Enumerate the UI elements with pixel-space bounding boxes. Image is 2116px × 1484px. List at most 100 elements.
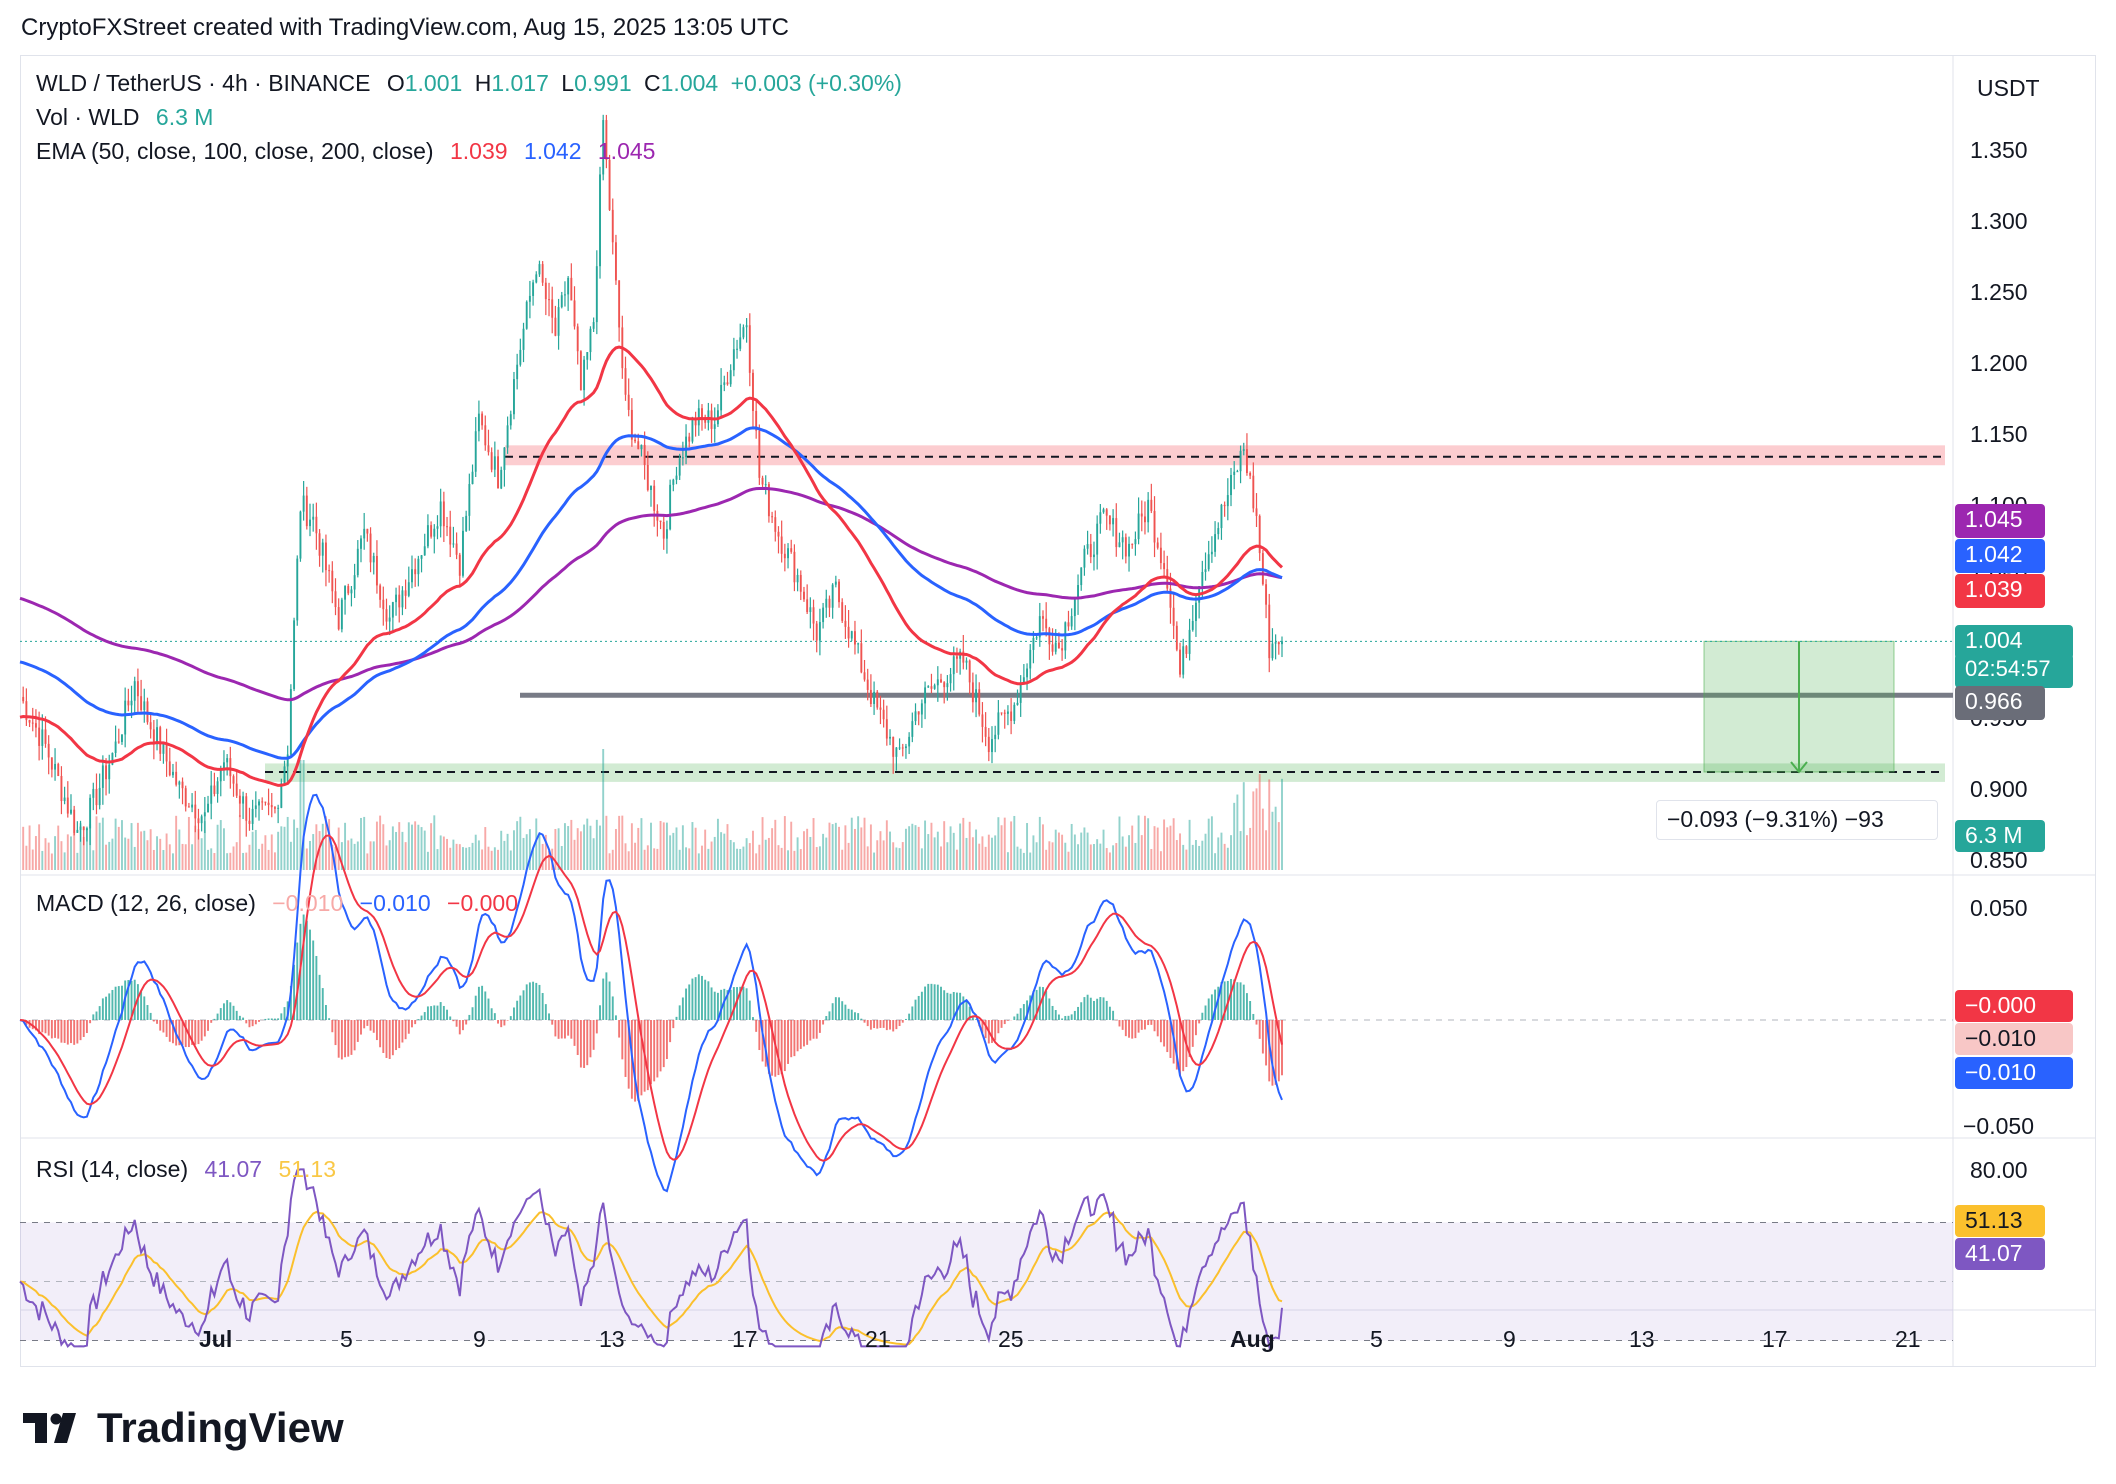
ema-label[interactable]: EMA (50, close, 100, close, 200, close) — [36, 138, 434, 164]
macd-hist-bar — [1140, 1020, 1143, 1030]
macd-hist-bar — [1054, 1010, 1057, 1020]
candle-body — [796, 574, 799, 583]
candle-body — [433, 528, 436, 537]
volume-bar — [908, 826, 911, 870]
macd-hist-bar — [1223, 981, 1226, 1020]
candle-body — [681, 457, 684, 459]
macd-hist-bar — [111, 989, 114, 1020]
macd-hist-bar — [634, 1020, 637, 1102]
macd-hist-bar — [168, 1020, 171, 1042]
volume-bar — [95, 816, 98, 870]
macd-hist-bar — [140, 991, 143, 1020]
volume-bar — [411, 824, 413, 870]
macd-hist-bar — [1230, 978, 1232, 1020]
volume-bar — [599, 825, 601, 870]
macd-hist-bar — [200, 1020, 203, 1041]
volume-label[interactable]: Vol · WLD — [36, 104, 140, 130]
macd-label[interactable]: MACD (12, 26, close) — [36, 890, 256, 916]
macd-hist-bar — [76, 1020, 79, 1044]
candle-body — [232, 776, 235, 784]
volume-bar — [436, 849, 439, 870]
volume-bar — [1179, 833, 1181, 870]
volume-bar — [987, 834, 990, 870]
candle-body — [1013, 704, 1016, 721]
macd-hist-bar — [41, 1020, 44, 1033]
candle-body — [707, 410, 710, 423]
symbol-name[interactable]: WLD / TetherUS · 4h · BINANCE — [36, 70, 371, 96]
candle-body — [391, 602, 394, 618]
candle-body — [936, 679, 939, 686]
macd-hist-bar — [704, 979, 707, 1020]
candle-body — [818, 622, 821, 641]
volume-bar — [662, 822, 665, 870]
candle-body — [1045, 618, 1048, 629]
candle-body — [280, 783, 283, 808]
chart-credit-text: CryptoFXStreet created with TradingView.… — [21, 14, 789, 41]
macd-hist-bar — [943, 990, 946, 1020]
measure-label[interactable]: −0.093 (−9.31%) −93 — [1656, 800, 1938, 840]
volume-bar — [659, 820, 662, 870]
candle-body — [1226, 495, 1229, 507]
volume-bar — [736, 848, 739, 870]
volume-bar — [803, 831, 805, 870]
volume-bar — [1233, 802, 1236, 870]
low-value: 0.991 — [574, 70, 632, 96]
candle-body — [834, 581, 837, 585]
volume-value: 6.3 M — [155, 104, 214, 130]
volume-bar — [229, 852, 232, 870]
macd-hist-bar — [911, 1006, 914, 1020]
candle-body — [694, 420, 697, 426]
volume-bar — [1230, 835, 1232, 870]
macd-hist-bar — [691, 978, 694, 1020]
volume-bar — [713, 836, 716, 870]
volume-bar — [1191, 844, 1194, 870]
volume-bar — [407, 822, 410, 870]
volume-bar — [105, 844, 108, 870]
volume-bar — [324, 816, 327, 870]
macd-hist-bar — [426, 1006, 429, 1020]
candle-body — [191, 804, 194, 808]
ema-legend: EMA (50, close, 100, close, 200, close) … — [36, 138, 665, 165]
macd-hist-bar — [127, 980, 130, 1020]
rsi-label[interactable]: RSI (14, close) — [36, 1156, 189, 1182]
chart-frame[interactable] — [20, 55, 2096, 1367]
volume-bar — [1150, 848, 1153, 870]
macd-hist-bar — [787, 1020, 789, 1064]
currency-label[interactable]: USDT — [1977, 75, 2040, 101]
time-tick: Aug — [1230, 1326, 1275, 1352]
candle-body — [1239, 450, 1242, 472]
time-tick: 13 — [599, 1326, 625, 1352]
volume-bar — [643, 849, 646, 870]
volume-bar — [54, 836, 57, 870]
macd-hist-bar — [309, 929, 311, 1020]
time-tick: 21 — [865, 1326, 891, 1352]
macd-hist-bar — [608, 981, 611, 1020]
volume-bar — [991, 837, 993, 870]
volume-bar — [650, 822, 652, 870]
macd-hist-bar — [152, 1020, 155, 1022]
candle-body — [73, 809, 76, 833]
macd-hist-bar — [1051, 1005, 1054, 1020]
volume-bar — [828, 822, 831, 870]
price-tick: 1.200 — [1970, 350, 2028, 376]
volume-bar — [66, 834, 69, 870]
candle-body — [375, 555, 378, 586]
volume-bar — [442, 836, 445, 870]
candle-body — [223, 762, 225, 771]
macd-hist-bar — [975, 1019, 978, 1020]
volume-bar — [761, 817, 764, 870]
volume-bar — [1057, 832, 1060, 870]
volume-bar — [207, 849, 209, 870]
candle-body — [203, 812, 206, 817]
candle-body — [98, 787, 101, 806]
volume-bar — [38, 824, 41, 870]
volume-bar — [688, 848, 691, 870]
macd-hist-bar — [579, 1020, 582, 1068]
volume-bar — [219, 820, 222, 870]
candle-body — [630, 409, 633, 440]
volume-bar — [1204, 833, 1207, 870]
volume-bar — [299, 760, 302, 870]
candle-body — [156, 727, 158, 745]
macd-hist-bar — [885, 1020, 888, 1031]
